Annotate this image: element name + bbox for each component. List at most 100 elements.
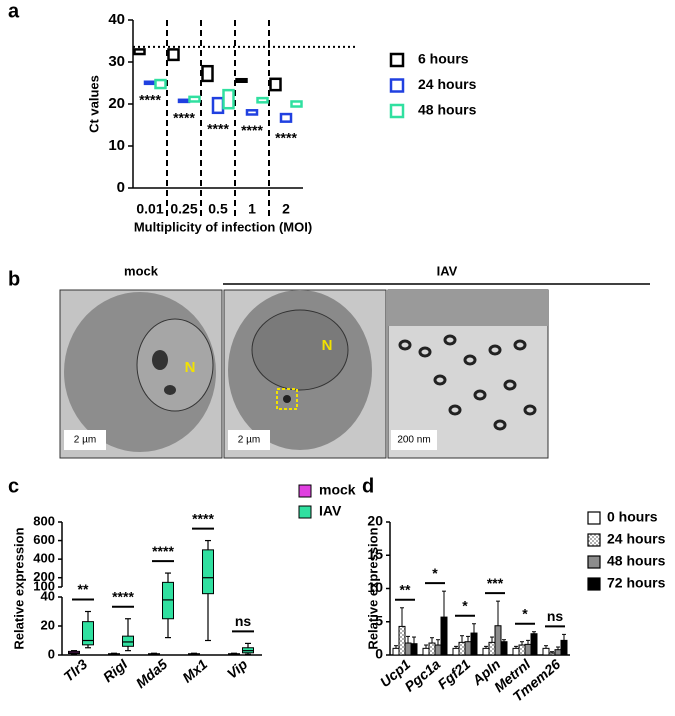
panel-letter: c <box>8 475 19 497</box>
significance-label: **** <box>207 121 229 137</box>
bar <box>458 641 466 656</box>
micrograph-header: mock <box>124 263 159 278</box>
range-box <box>222 88 235 110</box>
panel-letter: b <box>8 268 20 290</box>
bar <box>560 639 568 656</box>
legend-swatch <box>389 52 405 68</box>
y-tick-label: 5 <box>375 612 383 628</box>
bar <box>488 641 496 656</box>
bar <box>554 649 562 656</box>
significance-label: ns <box>235 613 252 629</box>
range-box <box>188 95 201 103</box>
range-box <box>201 64 214 83</box>
scale-bar-label: 200 nm <box>397 435 430 446</box>
significance-label: ** <box>78 581 89 597</box>
bar <box>398 625 406 656</box>
legend-label: 0 hours <box>607 509 658 525</box>
significance-label: **** <box>152 543 174 559</box>
legend-swatch <box>298 484 312 498</box>
y-tick-label: 20 <box>41 617 55 632</box>
significance-label: * <box>432 565 438 581</box>
legend-label: mock <box>319 482 356 498</box>
range-box <box>211 96 225 115</box>
legend-swatch <box>587 533 601 547</box>
bar <box>530 633 538 656</box>
y-tick-label: 10 <box>367 579 383 595</box>
x-tick-label: 1 <box>248 201 256 217</box>
significance-label: **** <box>112 588 134 604</box>
legend-swatch <box>389 78 405 93</box>
range-box <box>269 77 282 92</box>
legend-swatch <box>587 555 601 569</box>
range-box <box>290 100 303 108</box>
range-box <box>167 48 180 62</box>
significance-label: ns <box>547 608 564 624</box>
significance-label: **** <box>241 122 263 138</box>
y-tick-label: 0 <box>48 646 55 661</box>
micrograph: 2 µm N <box>223 289 387 459</box>
legend-swatch <box>298 505 312 519</box>
bar <box>518 644 526 656</box>
range-box <box>279 112 293 123</box>
y-axis-label: Relative expression <box>11 527 26 649</box>
y-tick-label: 600 <box>33 532 55 547</box>
bar <box>482 647 490 656</box>
x-tick-label: 0.5 <box>208 201 228 217</box>
y-tick-label: 40 <box>108 11 125 28</box>
x-axis-label: Multiplicity of infection (MOI) <box>134 219 312 234</box>
bar <box>452 647 460 656</box>
significance-label: * <box>462 597 468 613</box>
y-tick-label: 400 <box>33 551 55 566</box>
legend-swatch <box>587 511 601 525</box>
y-tick-label: 40 <box>41 588 55 603</box>
bar <box>500 641 508 656</box>
significance-label: **** <box>173 110 195 126</box>
bar <box>542 647 550 656</box>
box <box>162 581 174 620</box>
y-axis-label: Relative expression <box>365 527 380 649</box>
range-box <box>133 48 146 56</box>
bar <box>422 647 430 656</box>
legend-swatch <box>389 103 405 119</box>
bar <box>524 643 532 656</box>
bar <box>464 641 472 656</box>
scale-bar-label: 2 µm <box>74 435 96 446</box>
y-axis-label: Ct values <box>86 75 101 133</box>
legend-label: 6 hours <box>418 51 469 67</box>
range-box <box>177 98 191 104</box>
bar <box>428 642 436 656</box>
bar <box>410 643 418 656</box>
y-tick-label: 0 <box>375 646 383 662</box>
legend-label: 48 hours <box>418 102 477 118</box>
range-box <box>154 78 167 90</box>
y-tick-label: 15 <box>367 546 383 562</box>
bar <box>440 616 448 656</box>
y-tick-label: 30 <box>108 53 125 70</box>
range-box <box>256 96 269 104</box>
significance-label: **** <box>139 92 161 108</box>
micrograph: 200 nm <box>387 289 549 459</box>
nucleus-label: N <box>185 359 196 376</box>
panel-letter: d <box>362 475 374 497</box>
x-tick-label: Fgf21 <box>434 656 473 692</box>
legend-label: 24 hours <box>607 531 666 547</box>
y-tick-label: 800 <box>33 513 55 528</box>
box <box>202 549 214 595</box>
x-tick-label: 2 <box>282 201 290 217</box>
y-tick-label: 10 <box>108 137 125 154</box>
y-tick-label: 0 <box>117 179 125 196</box>
legend-label: IAV <box>319 503 342 519</box>
micrograph: 2 µm N <box>59 289 223 459</box>
significance-label: *** <box>487 575 504 591</box>
box <box>82 621 94 646</box>
x-tick-label: Mx1 <box>179 656 210 686</box>
y-tick-label: 100 <box>33 578 55 593</box>
legend-label: 24 hours <box>418 76 477 92</box>
bar <box>470 632 478 656</box>
bar <box>512 647 520 656</box>
range-box <box>235 77 248 83</box>
legend-label: 72 hours <box>607 575 666 591</box>
bar <box>548 652 556 656</box>
x-tick-label: 0.25 <box>170 201 197 217</box>
